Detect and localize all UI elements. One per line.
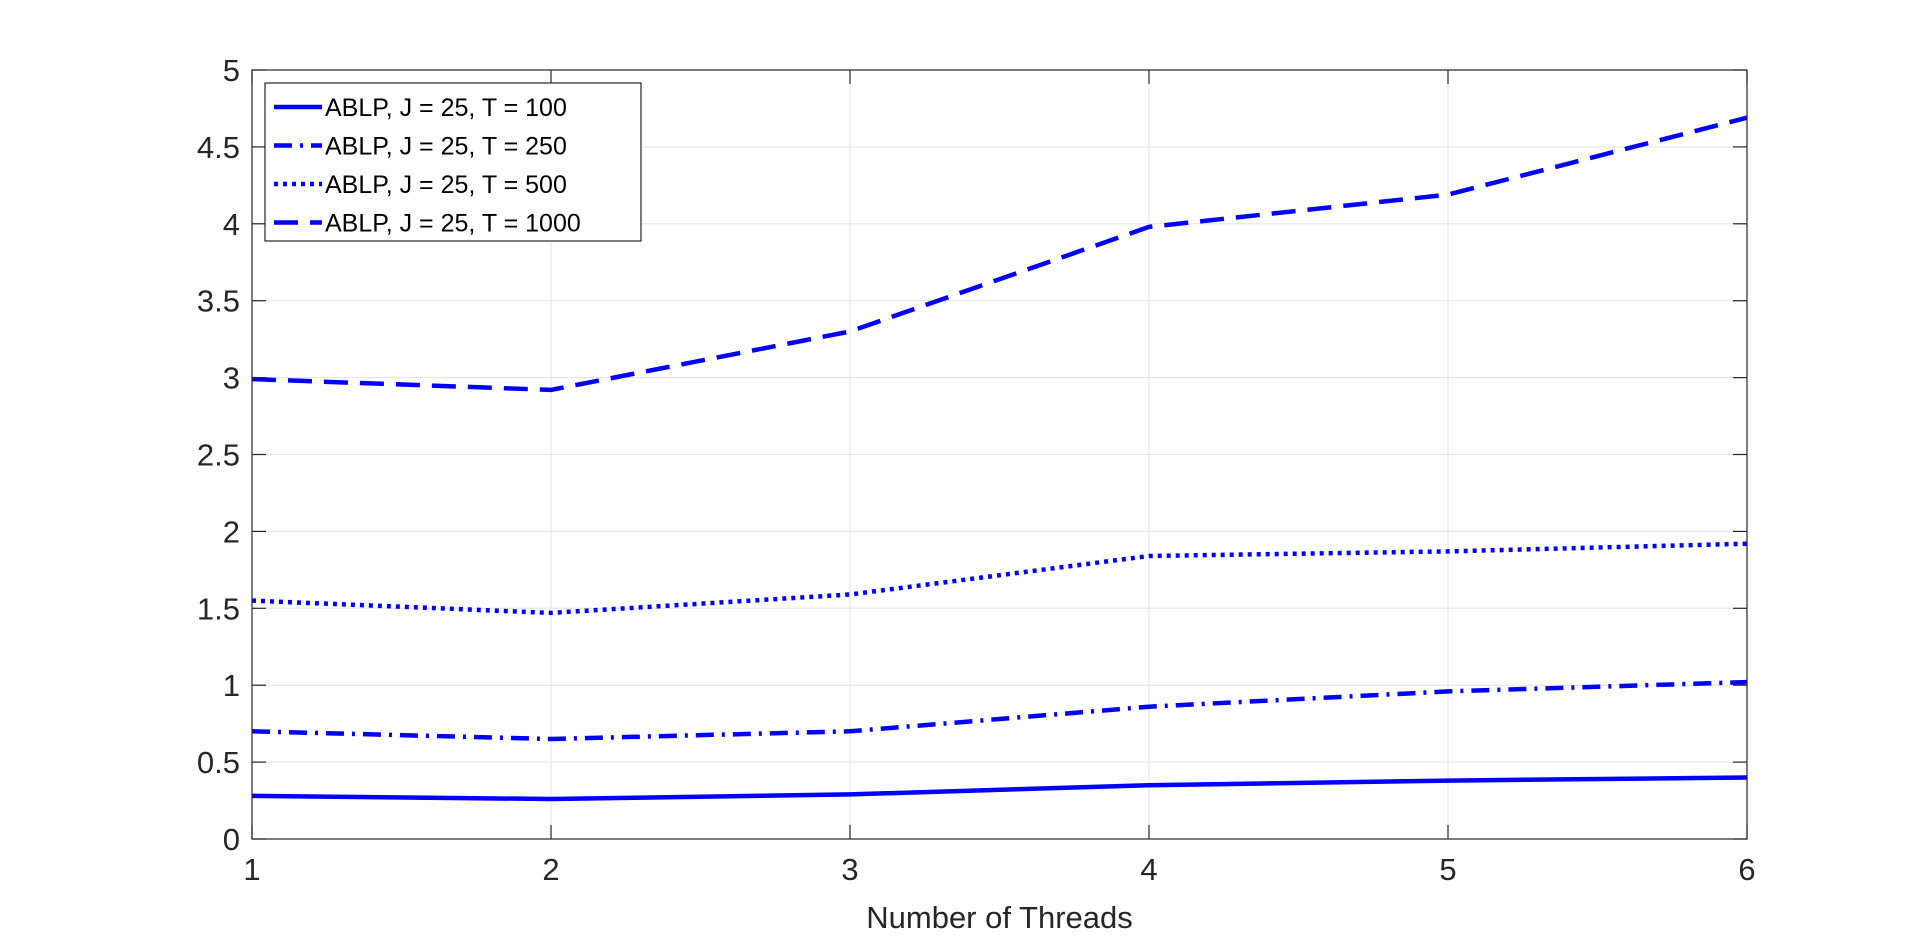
x-tick-label: 2 bbox=[542, 852, 559, 887]
x-tick-label: 4 bbox=[1140, 852, 1157, 887]
y-tick-label: 0.5 bbox=[197, 745, 240, 780]
y-tick-label: 4.5 bbox=[197, 130, 240, 165]
y-tick-label: 1 bbox=[223, 668, 240, 703]
y-tick-label: 2 bbox=[223, 514, 240, 549]
y-tick-label: 4 bbox=[223, 207, 240, 242]
x-axis-label: Number of Threads bbox=[866, 900, 1133, 935]
x-tick-label: 5 bbox=[1439, 852, 1456, 887]
series-line-2 bbox=[251, 679, 1748, 742]
legend-items: ABLP, J = 25, T = 100 ABLP, J = 25, T = 2… bbox=[274, 94, 581, 238]
y-tick-label: 3 bbox=[223, 361, 240, 396]
x-tick-label: 3 bbox=[841, 852, 858, 887]
series-line-4 bbox=[251, 115, 1748, 393]
legend-label: ABLP, J = 25, T = 250 bbox=[325, 133, 567, 161]
series-line-1 bbox=[251, 775, 1748, 802]
x-tick-label: 6 bbox=[1738, 852, 1755, 887]
y-tick-label: 1.5 bbox=[197, 591, 240, 626]
y-tick-label: 5 bbox=[223, 53, 240, 88]
legend-label: ABLP, J = 25, T = 100 bbox=[325, 94, 567, 122]
legend-label: ABLP, J = 25, T = 1000 bbox=[325, 210, 581, 238]
legend-label: ABLP, J = 25, T = 500 bbox=[325, 171, 567, 199]
legend-box bbox=[264, 82, 642, 242]
x-tick-label: 1 bbox=[243, 852, 260, 887]
y-tick-label: 3.5 bbox=[197, 284, 240, 319]
y-tick-label: 0 bbox=[223, 822, 240, 857]
legend: ABLP, J = 25, T = 100 ABLP, J = 25, T = 2… bbox=[264, 82, 642, 242]
series-line-3 bbox=[251, 541, 1748, 616]
ticks bbox=[251, 69, 1748, 840]
series-layer bbox=[251, 115, 1748, 802]
tick-labels: 1 2 3 4 5 6 0 0.5 1 1.5 2 2.5 3 3.5 4 4.5 5 bbox=[197, 53, 1756, 887]
y-tick-label: 2.5 bbox=[197, 438, 240, 473]
